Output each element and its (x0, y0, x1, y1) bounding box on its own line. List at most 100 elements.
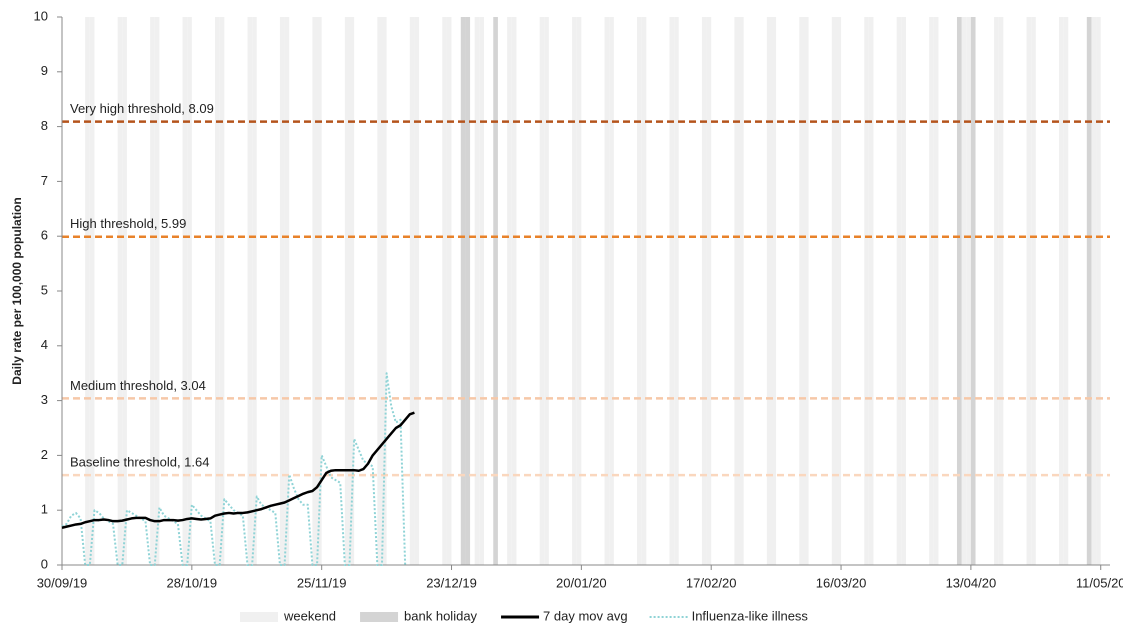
band (970, 17, 976, 565)
threshold-label: Baseline threshold, 1.64 (70, 455, 209, 470)
band (219, 17, 225, 565)
band (998, 17, 1004, 565)
band (868, 17, 874, 565)
band (150, 17, 155, 565)
band (1058, 17, 1064, 565)
y-tick-label: 9 (41, 63, 48, 78)
band (836, 17, 842, 565)
band (933, 17, 939, 565)
band (896, 17, 902, 565)
band (544, 17, 549, 565)
x-tick-label: 11/05/20 (1076, 575, 1123, 590)
band (956, 17, 962, 565)
y-tick-label: 6 (41, 228, 48, 243)
band (1026, 17, 1032, 565)
band (803, 17, 809, 565)
band (122, 17, 127, 565)
band (493, 17, 498, 565)
x-tick-label: 28/10/19 (167, 575, 218, 590)
band (799, 17, 804, 565)
y-tick-label: 2 (41, 447, 48, 462)
band (187, 17, 192, 565)
band (344, 17, 350, 565)
y-tick-label: 1 (41, 502, 48, 517)
band (576, 17, 582, 565)
series-line (61, 372, 407, 566)
band (442, 17, 447, 565)
band (1096, 17, 1101, 565)
band (377, 17, 382, 565)
band (89, 17, 95, 565)
band (771, 17, 777, 565)
band (864, 17, 869, 565)
band (511, 17, 517, 565)
x-tick-label: 20/01/20 (556, 575, 607, 590)
y-axis-label: Daily rate per 100,000 population (10, 197, 24, 384)
band (637, 17, 642, 565)
band (1063, 17, 1069, 565)
legend-label: Influenza-like illness (692, 608, 809, 623)
x-tick-label: 23/12/19 (426, 575, 477, 590)
band (604, 17, 610, 565)
threshold-label: High threshold, 5.99 (70, 216, 186, 231)
series-line (61, 411, 415, 529)
band (994, 17, 999, 565)
y-tick-label: 3 (41, 392, 48, 407)
band (414, 17, 420, 565)
band (1086, 17, 1092, 565)
y-tick-label: 8 (41, 118, 48, 133)
band (701, 17, 707, 565)
y-tick-label: 10 (34, 8, 48, 23)
band (734, 17, 740, 565)
band (539, 17, 545, 565)
band (706, 17, 712, 565)
band (831, 17, 837, 565)
band (460, 17, 466, 565)
band (317, 17, 322, 565)
x-tick-label: 25/11/19 (297, 575, 347, 590)
band (465, 17, 471, 565)
band (284, 17, 290, 565)
y-tick-label: 5 (41, 282, 48, 297)
x-tick-label: 13/04/20 (946, 575, 997, 590)
band (312, 17, 318, 565)
legend-label: bank holiday (404, 608, 477, 623)
band (609, 17, 614, 565)
band (349, 17, 355, 565)
band (901, 17, 906, 565)
band (252, 17, 257, 565)
band (409, 17, 415, 565)
band (381, 17, 387, 565)
band (215, 17, 220, 565)
y-tick-label: 4 (41, 337, 48, 352)
legend-swatch (240, 612, 278, 622)
band (766, 17, 772, 565)
band (1091, 17, 1097, 565)
legend-label: 7 day mov avg (543, 608, 628, 623)
band (929, 17, 934, 565)
band (966, 17, 971, 565)
band (1031, 17, 1036, 565)
legend-swatch (360, 612, 399, 622)
band (85, 17, 90, 565)
y-tick-label: 7 (41, 173, 48, 188)
band (479, 17, 484, 565)
band (474, 17, 480, 565)
band (507, 17, 512, 565)
band (154, 17, 160, 565)
band (669, 17, 675, 565)
legend-label: weekend (283, 608, 336, 623)
band (247, 17, 253, 565)
band (641, 17, 647, 565)
band (279, 17, 285, 565)
threshold-label: Very high threshold, 8.09 (70, 101, 214, 116)
y-tick-label: 0 (41, 556, 48, 571)
band (446, 17, 452, 565)
threshold-label: Medium threshold, 3.04 (70, 378, 206, 393)
x-tick-label: 30/09/19 (37, 575, 88, 590)
band (961, 17, 967, 565)
band (117, 17, 123, 565)
band (572, 17, 577, 565)
x-tick-label: 16/03/20 (816, 575, 867, 590)
